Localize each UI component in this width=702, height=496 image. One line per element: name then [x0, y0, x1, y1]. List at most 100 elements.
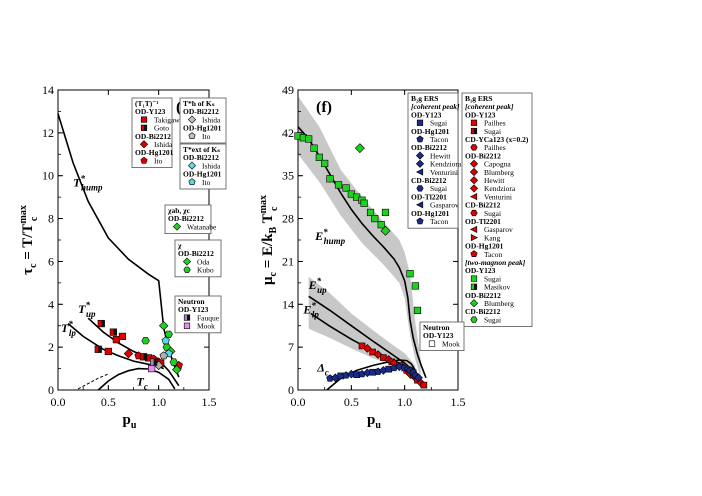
- data-point-two-magnon: [381, 208, 390, 217]
- data-point: [141, 337, 150, 345]
- legend-box: [419, 321, 465, 352]
- legend-entry: Ito: [202, 178, 211, 187]
- legend-entry: Capogna: [484, 160, 511, 169]
- legend-entry: Hewitt: [430, 151, 451, 160]
- legend-marker: [188, 178, 196, 186]
- y-tick-label: 0: [48, 383, 54, 397]
- data-point-b1g: [369, 348, 376, 356]
- data-point: [104, 347, 112, 356]
- y-tick-label: 14: [282, 297, 294, 311]
- legend-entry: Ishida: [154, 140, 173, 149]
- x-tick-label: 1.5: [451, 395, 466, 409]
- y-tick-label: 49: [282, 83, 294, 97]
- legend-group-label: OD-Bi2212: [183, 153, 219, 162]
- legend-marker: [416, 185, 424, 192]
- legend-entry: Oda: [197, 257, 210, 266]
- curve-label-sub: up: [86, 309, 96, 319]
- y-tick-label: 42: [282, 126, 294, 140]
- legend-marker: [470, 250, 478, 258]
- legend-group-label: OD-Bi2212: [183, 107, 219, 116]
- legend-marker: [416, 135, 424, 143]
- curve-label-main: T: [78, 302, 86, 316]
- y-axis-label-part: = T/T: [20, 224, 36, 264]
- legend-box: [164, 204, 212, 235]
- legend-marker: [416, 119, 424, 126]
- data-point-two-magnon: [360, 199, 368, 207]
- y-axis-label-part: max: [18, 205, 29, 223]
- curve-label-main: E: [302, 302, 311, 316]
- y-axis-label-part: τ: [20, 268, 36, 275]
- legend-group-label: OD-Hg1201: [411, 209, 450, 218]
- curve-label: E* up: [308, 276, 328, 295]
- y-axis-label-part: c: [29, 216, 40, 221]
- legend-marker: [470, 144, 478, 151]
- x-tick-label: 0.5: [101, 395, 116, 409]
- legend-group-label: OD-Y123: [178, 305, 209, 314]
- legend-group-label: OD-Tl2201: [465, 217, 501, 226]
- legend-title: Neutron: [423, 323, 450, 332]
- y-tick-label: 2: [48, 340, 54, 354]
- error-band-1: [308, 276, 416, 375]
- error-band-0: [298, 96, 421, 378]
- curve-label-sub: lp: [69, 328, 77, 338]
- x-axis-label: pu: [367, 412, 381, 431]
- legend-marker: [470, 209, 478, 217]
- legend-group-label: CD-Bi2212: [465, 201, 501, 210]
- data-point-b1g: [363, 344, 372, 353]
- y-axis-label-part: μ: [260, 276, 276, 285]
- legend-group-label: CD-YCa123 (x=0.2): [465, 135, 529, 144]
- legend-marker: [428, 340, 436, 347]
- x-tick-label: 1.5: [202, 395, 217, 409]
- curve-label-sup: *: [311, 300, 316, 310]
- legend-group-label: OD-Hg1201: [411, 127, 450, 136]
- legend-marker: [469, 299, 479, 308]
- x-tick-label: 1.0: [397, 395, 412, 409]
- legend-marker: [469, 225, 478, 233]
- data-point-two-magnon-bi2212: [354, 143, 365, 154]
- y-axis-label-part: c: [269, 206, 280, 211]
- y-tick-label: 21: [282, 254, 294, 268]
- legend-group-label: OD-Y123: [465, 110, 496, 119]
- curve-label-main: T: [61, 321, 69, 335]
- data-point: [123, 348, 134, 359]
- curve-label-sub: hump: [81, 182, 103, 192]
- data-point-two-magnon: [377, 221, 385, 229]
- data-point: [148, 364, 156, 373]
- curve-label-sup: *: [85, 300, 90, 310]
- legend-entry: Watanabe: [187, 222, 217, 231]
- curve-label-sub: c: [144, 382, 148, 392]
- legend-group-label: OD-Y123: [465, 266, 496, 275]
- data-point-two-magnon: [411, 282, 419, 290]
- legend-marker: [469, 193, 478, 201]
- legend-marker: [140, 116, 148, 123]
- legend-marker: [469, 159, 479, 168]
- legend-marker: [140, 156, 148, 164]
- data-point: [169, 358, 178, 366]
- legend-marker: [470, 316, 478, 323]
- legend-group-label: OD-Tl2201: [411, 192, 447, 201]
- data-point: [118, 332, 127, 341]
- legend-marker: [469, 167, 479, 177]
- legend-group-label: OD-Bi2212: [178, 249, 214, 258]
- legend-group-label: OD-Y123: [423, 331, 454, 340]
- legend-marker-half: [144, 125, 147, 131]
- legend-marker-half: [474, 284, 477, 290]
- panel-label: (f): [316, 99, 332, 116]
- legend-group-label: CD-Bi2212: [411, 176, 447, 185]
- y-axis-label-part: c: [28, 263, 39, 268]
- legend-group-label: OD-Hg1201: [183, 124, 222, 133]
- legend-b2g: B₂g ERS[coherent peak]OD-Y123SugaiOD-Hg1…: [407, 92, 462, 229]
- legend-entry: Blumberg: [484, 299, 514, 308]
- legend-box: [174, 239, 222, 278]
- legend-entry: Pailhes: [484, 119, 506, 128]
- data-point-two-magnon: [326, 175, 334, 183]
- y-axis-label-part: = E/k: [260, 233, 276, 272]
- y-tick-label: 8: [48, 212, 54, 226]
- legend-marker: [415, 201, 424, 209]
- x-axis-label: pu: [123, 412, 137, 431]
- curve-label-main: T: [137, 375, 145, 389]
- y-tick-label: 14: [42, 83, 54, 97]
- legend-marker: [172, 222, 182, 231]
